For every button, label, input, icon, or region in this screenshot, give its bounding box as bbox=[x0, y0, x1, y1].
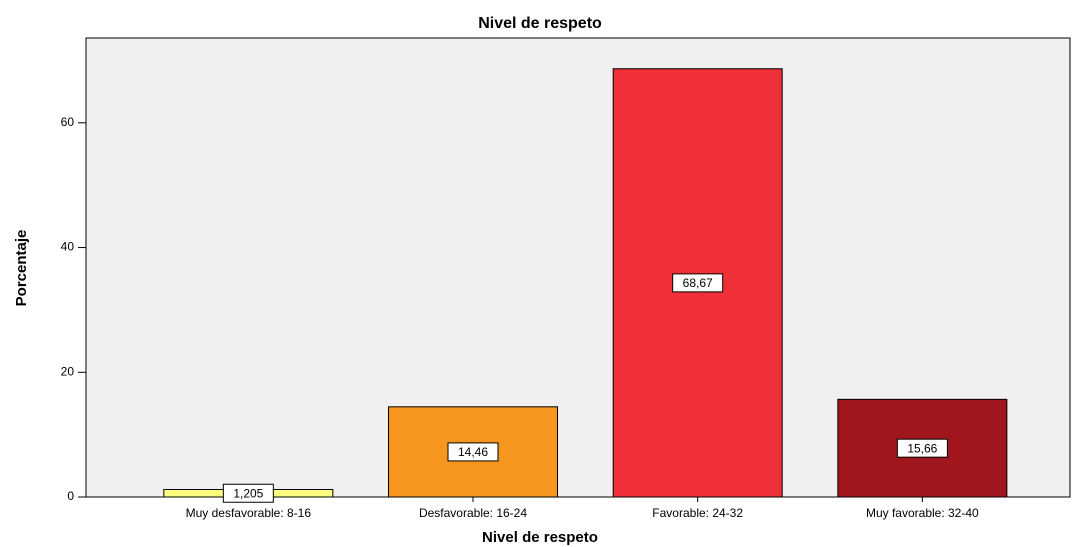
value-label-box bbox=[447, 442, 499, 462]
y-axis-title: Porcentaje bbox=[13, 230, 30, 307]
y-tick-label: 0 bbox=[67, 489, 74, 503]
x-tick-label: Muy favorable: 32-40 bbox=[866, 506, 979, 520]
x-tick-label: Muy desfavorable: 8-16 bbox=[186, 506, 312, 520]
chart-title: Nivel de respeto bbox=[478, 15, 602, 32]
x-axis-title: Nivel de respeto bbox=[482, 529, 598, 546]
x-tick-label: Favorable: 24-32 bbox=[652, 506, 743, 520]
y-tick-label: 60 bbox=[61, 115, 75, 129]
value-label-box bbox=[896, 438, 948, 458]
value-label: 14,46 bbox=[458, 445, 488, 459]
value-label-box bbox=[672, 273, 724, 293]
value-label: 15,66 bbox=[907, 441, 937, 455]
y-tick-label: 20 bbox=[61, 364, 75, 378]
value-label-box bbox=[222, 483, 274, 503]
value-label: 68,67 bbox=[683, 276, 713, 290]
y-tick-label: 40 bbox=[61, 240, 75, 254]
value-label: 1,205 bbox=[233, 486, 263, 500]
x-tick-label: Desfavorable: 16-24 bbox=[419, 506, 527, 520]
